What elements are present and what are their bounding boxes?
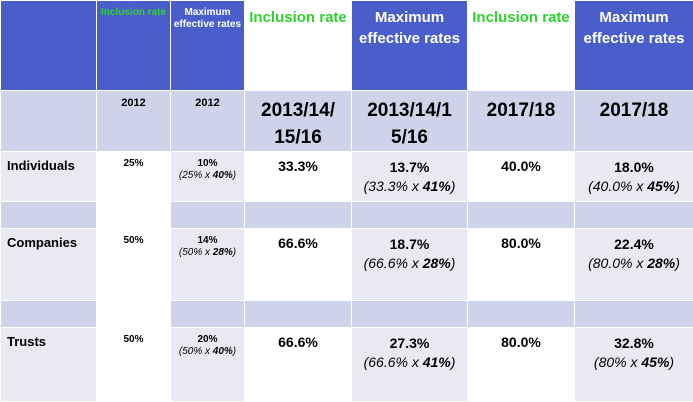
effective-rate-2013: 27.3% (66.6% x 41%) (351, 327, 468, 402)
year-cell: 2012 (96, 90, 171, 152)
effective-rate-2017: 18.0% (40.0% x 45%) (574, 151, 693, 202)
row-label: Companies (0, 228, 97, 301)
spacer-row (0, 201, 693, 229)
row-label: Trusts (0, 327, 97, 402)
table-row: Trusts 50% 20% (50% x 40%) 66.6% 27.3% (… (0, 327, 693, 402)
header-inclusion-rate-2017: Inclusion rate (467, 0, 575, 91)
year-cell: 2013/14/ 15/16 (244, 90, 352, 152)
effective-rate-2017: 32.8% (80% x 45%) (574, 327, 693, 402)
year-cell: 2017/18 (467, 90, 575, 152)
inclusion-rate-2013: 66.6% (244, 327, 352, 402)
year-cell: 2017/18 (574, 90, 693, 152)
header-max-effective-2012: Maximum effective rates (170, 0, 245, 91)
effective-rate-2017: 22.4% (80.0% x 28%) (574, 228, 693, 301)
effective-rate-2012: 14% (50% x 28%) (170, 228, 245, 301)
year-cell: 2013/14/1 5/16 (351, 90, 468, 152)
inclusion-rate-2012: 50% (96, 327, 171, 402)
year-corner-cell (0, 90, 97, 152)
effective-rate-2013: 13.7% (33.3% x 41%) (351, 151, 468, 202)
header-corner-cell (0, 0, 97, 91)
year-row: 2012 2012 2013/14/ 15/16 2013/14/1 5/16 … (0, 90, 693, 152)
header-row: Inclusion rate Maximum effective rates I… (0, 0, 693, 91)
header-inclusion-rate-2013: Inclusion rate (244, 0, 352, 91)
table-row: Individuals 25% 10% (25% x 40%) 33.3% 13… (0, 151, 693, 202)
header-max-effective-2013: Maximum effective rates (351, 0, 468, 91)
inclusion-rate-2013: 66.6% (244, 228, 352, 301)
inclusion-rate-2013: 33.3% (244, 151, 352, 202)
effective-rate-2012: 10% (25% x 40%) (170, 151, 245, 202)
inclusion-rate-2012: 25% (96, 151, 171, 202)
inclusion-rate-2017: 80.0% (467, 327, 575, 402)
row-label: Individuals (0, 151, 97, 202)
header-max-effective-2017: Maximum effective rates (574, 0, 693, 91)
year-cell: 2012 (170, 90, 245, 152)
effective-rate-2013: 18.7% (66.6% x 28%) (351, 228, 468, 301)
inclusion-rate-2012: 50% (96, 228, 171, 301)
inclusion-rate-2017: 80.0% (467, 228, 575, 301)
table-row: Companies 50% 14% (50% x 28%) 66.6% 18.7… (0, 228, 693, 301)
header-inclusion-rate-2012: Inclusion rate (96, 0, 171, 91)
inclusion-rate-2017: 40.0% (467, 151, 575, 202)
effective-rate-2012: 20% (50% x 40%) (170, 327, 245, 402)
spacer-row (0, 300, 693, 328)
